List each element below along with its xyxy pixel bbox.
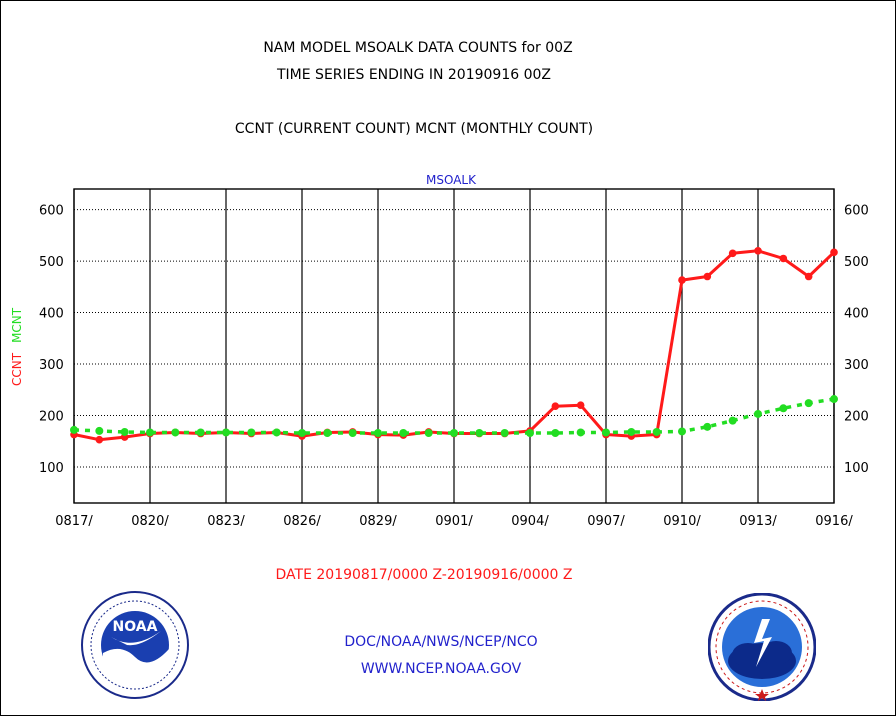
- y-tick-label-left: 100: [39, 461, 64, 476]
- x-tick-label: 0820/: [131, 514, 169, 529]
- data-point-mcnt: [146, 428, 154, 437]
- chart-title-line1: NAM MODEL MSOALK DATA COUNTS for 00Z: [263, 40, 573, 56]
- data-point-mcnt: [830, 395, 838, 404]
- url-link[interactable]: WWW.NCEP.NOAA.GOV: [360, 661, 522, 677]
- y-tick-label-right: 200: [844, 409, 869, 424]
- y-tick-label-left: 400: [39, 307, 64, 322]
- x-tick-label: 0913/: [739, 514, 777, 529]
- x-tick-label: 0904/: [511, 514, 549, 529]
- data-point-mcnt: [399, 428, 408, 437]
- data-point-mcnt: [450, 428, 458, 437]
- x-tick-label: 0907/: [587, 514, 625, 529]
- y-axis-label: CCNT MCNT: [10, 307, 24, 386]
- data-point-ccnt: [754, 246, 762, 255]
- y-tick-label-left: 600: [39, 204, 64, 219]
- data-point-mcnt: [247, 428, 256, 437]
- y-axis-label-ccnt: CCNT: [10, 352, 24, 386]
- y-tick-label-left: 200: [39, 409, 64, 424]
- data-point-mcnt: [576, 428, 585, 437]
- data-point-mcnt: [298, 428, 306, 437]
- y-tick-label-left: 300: [39, 358, 64, 373]
- data-point-ccnt: [830, 248, 838, 257]
- data-point-mcnt: [652, 427, 661, 436]
- org-label: DOC/NOAA/NWS/NCEP/NCO: [344, 634, 538, 650]
- x-tick-label: 0823/: [207, 514, 245, 529]
- data-point-mcnt: [171, 428, 180, 437]
- x-tick-label: 0817/: [55, 514, 93, 529]
- y-tick-label-right: 300: [844, 358, 869, 373]
- chart-title-line2: TIME SERIES ENDING IN 20190916 00Z: [277, 67, 551, 83]
- data-point-mcnt: [196, 428, 205, 437]
- chart-subtitle: CCNT (CURRENT COUNT) MCNT (MONTHLY COUNT…: [234, 121, 594, 137]
- data-point-ccnt: [779, 254, 788, 263]
- data-point-mcnt: [728, 416, 737, 425]
- data-point-mcnt: [678, 427, 686, 436]
- svg-text:NOAA: NOAA: [113, 619, 158, 635]
- data-point-mcnt: [703, 422, 712, 431]
- y-tick-label-right: 600: [844, 204, 869, 219]
- y-tick-label-left: 500: [39, 255, 64, 270]
- data-point-mcnt: [754, 409, 762, 418]
- y-tick-label-right: 400: [844, 307, 869, 322]
- x-tick-label: 0901/: [435, 514, 473, 529]
- data-point-mcnt: [374, 428, 382, 437]
- data-point-mcnt: [602, 428, 610, 437]
- plot-border: [73, 188, 835, 504]
- data-point-mcnt: [424, 428, 433, 437]
- data-point-mcnt: [526, 428, 534, 437]
- y-tick-label-right: 100: [844, 461, 869, 476]
- y-tick-label-right: 500: [844, 255, 869, 270]
- data-point-ccnt: [804, 272, 813, 281]
- data-point-mcnt: [272, 428, 281, 437]
- x-tick-label: 0916/: [815, 514, 853, 529]
- data-point-mcnt: [779, 404, 788, 413]
- x-tick-label: 0826/: [283, 514, 321, 529]
- data-point-mcnt: [804, 399, 813, 408]
- x-tick-label: 0829/: [359, 514, 397, 529]
- date-range-label: DATE 20190817/0000 Z-20190916/0000 Z: [275, 567, 573, 583]
- y-axis-label-mcnt: MCNT: [10, 307, 24, 343]
- data-point-mcnt: [500, 428, 509, 437]
- data-point-mcnt: [120, 427, 129, 436]
- data-point-ccnt: [95, 435, 104, 444]
- data-point-ccnt: [678, 276, 686, 284]
- data-point-mcnt: [95, 426, 104, 435]
- data-point-ccnt: [551, 402, 560, 411]
- data-point-mcnt: [348, 428, 357, 437]
- data-point-ccnt: [576, 401, 585, 409]
- data-point-mcnt: [627, 427, 636, 436]
- x-tick-label: 0910/: [663, 514, 701, 529]
- data-point-ccnt: [728, 249, 737, 258]
- data-point-mcnt: [323, 428, 332, 437]
- nws-logo-icon: [708, 593, 816, 701]
- data-point-mcnt: [222, 428, 230, 437]
- plot-title: MSOALK: [426, 173, 477, 187]
- data-point-mcnt: [551, 428, 560, 437]
- data-point-mcnt: [475, 428, 484, 437]
- noaa-logo-icon: NOAA: [81, 591, 189, 699]
- data-point-mcnt: [70, 425, 78, 434]
- data-point-ccnt: [703, 272, 712, 281]
